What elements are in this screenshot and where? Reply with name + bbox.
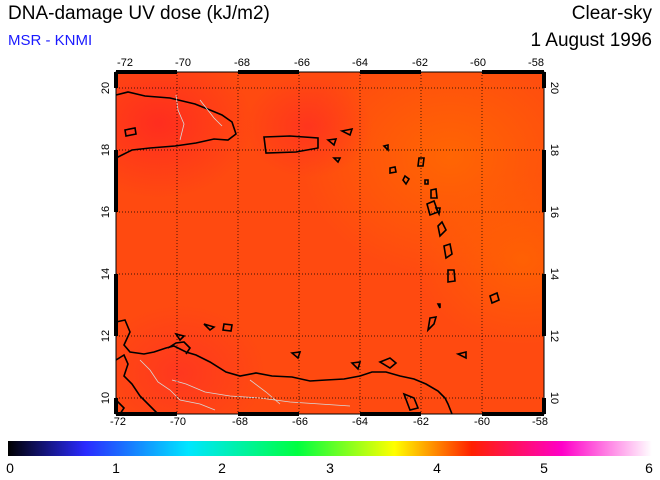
lat-tick-left: 16 <box>100 205 112 219</box>
uv-dose-field <box>116 72 544 414</box>
lat-tick-right: 14 <box>548 267 560 281</box>
lon-tick-bottom: -70 <box>170 416 186 428</box>
lon-tick-bottom: -60 <box>474 416 490 428</box>
map-credit: MSR - KNMI <box>8 32 93 49</box>
lat-tick-left: 10 <box>100 391 112 405</box>
lat-tick-left: 12 <box>100 329 112 343</box>
lon-tick-top: -66 <box>294 57 310 69</box>
sky-condition: Clear-sky <box>571 3 652 24</box>
lat-tick-left: 20 <box>100 81 112 95</box>
lon-tick-top: -62 <box>412 57 428 69</box>
coastlines <box>115 91 500 415</box>
colorbar-label: 3 <box>326 460 334 476</box>
lon-tick-top: -60 <box>470 57 486 69</box>
graticule <box>116 72 544 414</box>
lat-tick-left: 14 <box>100 267 112 281</box>
lon-tick-top: -72 <box>117 57 133 69</box>
lon-tick-top: -70 <box>175 57 191 69</box>
map-frame <box>114 70 546 416</box>
colorbar-label: 0 <box>6 460 14 476</box>
lon-tick-bottom: -58 <box>532 416 548 428</box>
colorbar-label: 4 <box>433 460 441 476</box>
lon-tick-top: -68 <box>234 57 250 69</box>
lat-tick-right: 20 <box>548 81 560 95</box>
colorbar-label: 1 <box>112 460 120 476</box>
lat-tick-right: 12 <box>548 329 560 343</box>
colorbar <box>8 441 652 456</box>
lon-tick-top: -58 <box>528 57 544 69</box>
colorbar-label: 6 <box>645 460 653 476</box>
lon-tick-bottom: -72 <box>110 416 126 428</box>
lon-tick-bottom: -68 <box>232 416 248 428</box>
colorbar-label: 5 <box>540 460 548 476</box>
lon-tick-bottom: -66 <box>292 416 308 428</box>
lat-tick-left: 18 <box>100 143 112 157</box>
map-date: 1 August 1996 <box>530 30 653 51</box>
lat-tick-right: 16 <box>548 205 560 219</box>
map-title: DNA-damage UV dose (kJ/m2) <box>8 3 270 24</box>
lon-tick-bottom: -64 <box>352 416 368 428</box>
lat-tick-right: 10 <box>548 391 560 405</box>
lon-tick-bottom: -62 <box>413 416 429 428</box>
lon-tick-top: -64 <box>352 57 368 69</box>
lat-tick-right: 18 <box>548 143 560 157</box>
colorbar-label: 2 <box>218 460 226 476</box>
